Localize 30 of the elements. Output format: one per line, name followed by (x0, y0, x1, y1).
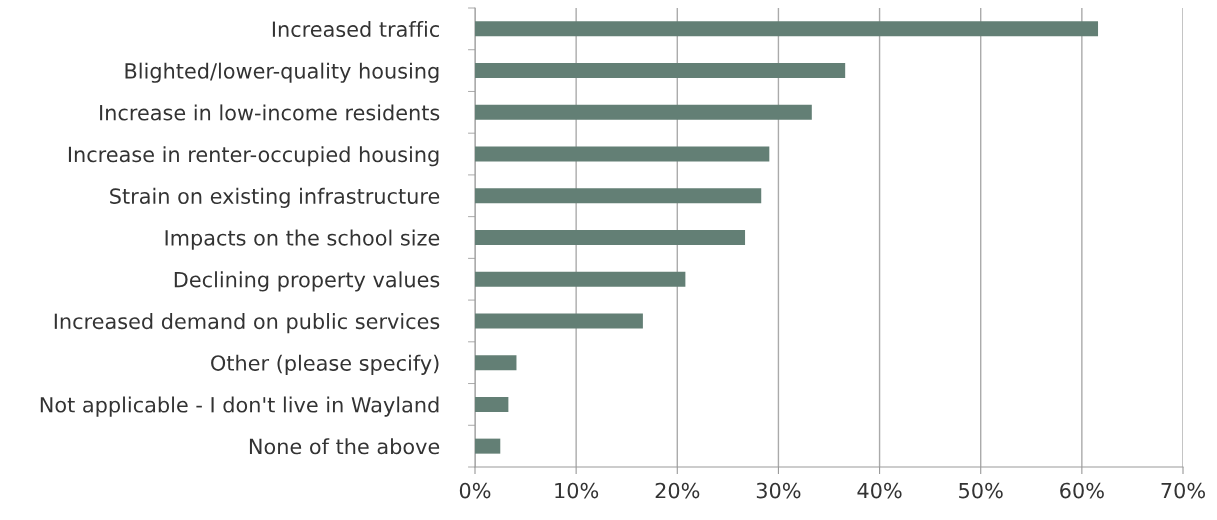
bar (475, 21, 1099, 37)
y-tick-label: Increased demand on public services (54, 313, 440, 334)
y-tick-label: Declining property values (174, 271, 440, 292)
bar (475, 438, 501, 454)
bar (475, 229, 746, 246)
bar (475, 63, 846, 79)
x-tick-label: 0% (459, 482, 491, 499)
y-tick-label: Increase in renter-occupied housing (68, 146, 439, 167)
y-tick-label: Increase in low-income residents (100, 104, 440, 121)
bar (475, 188, 762, 204)
y-tick-label: Strain on existing infrastructure (110, 187, 440, 209)
x-tick-label: 70% (1161, 482, 1205, 499)
y-tick-label: Impacts on the school size (165, 229, 440, 250)
x-tick-label: 20% (655, 482, 700, 499)
x-tick-label: 60% (1060, 482, 1104, 499)
bar (475, 146, 770, 162)
y-tick-label: Increased traffic (272, 20, 439, 38)
bar (475, 396, 509, 412)
bar (475, 104, 812, 120)
y-tick-label: Other (please specify) (211, 354, 439, 375)
x-tick-label: 30% (756, 482, 801, 499)
y-tick-label: Blighted/lower-quality housing (125, 62, 439, 83)
x-tick-label: 50% (959, 482, 1003, 499)
y-tick-label: None of the above (249, 438, 440, 455)
x-tick-label: 10% (555, 482, 599, 499)
y-tick-label: Not applicable - I don't live in Wayland (40, 396, 439, 417)
bar (475, 355, 517, 371)
x-tick-label: 40% (857, 482, 902, 499)
bar (475, 271, 686, 287)
bar (475, 313, 643, 329)
